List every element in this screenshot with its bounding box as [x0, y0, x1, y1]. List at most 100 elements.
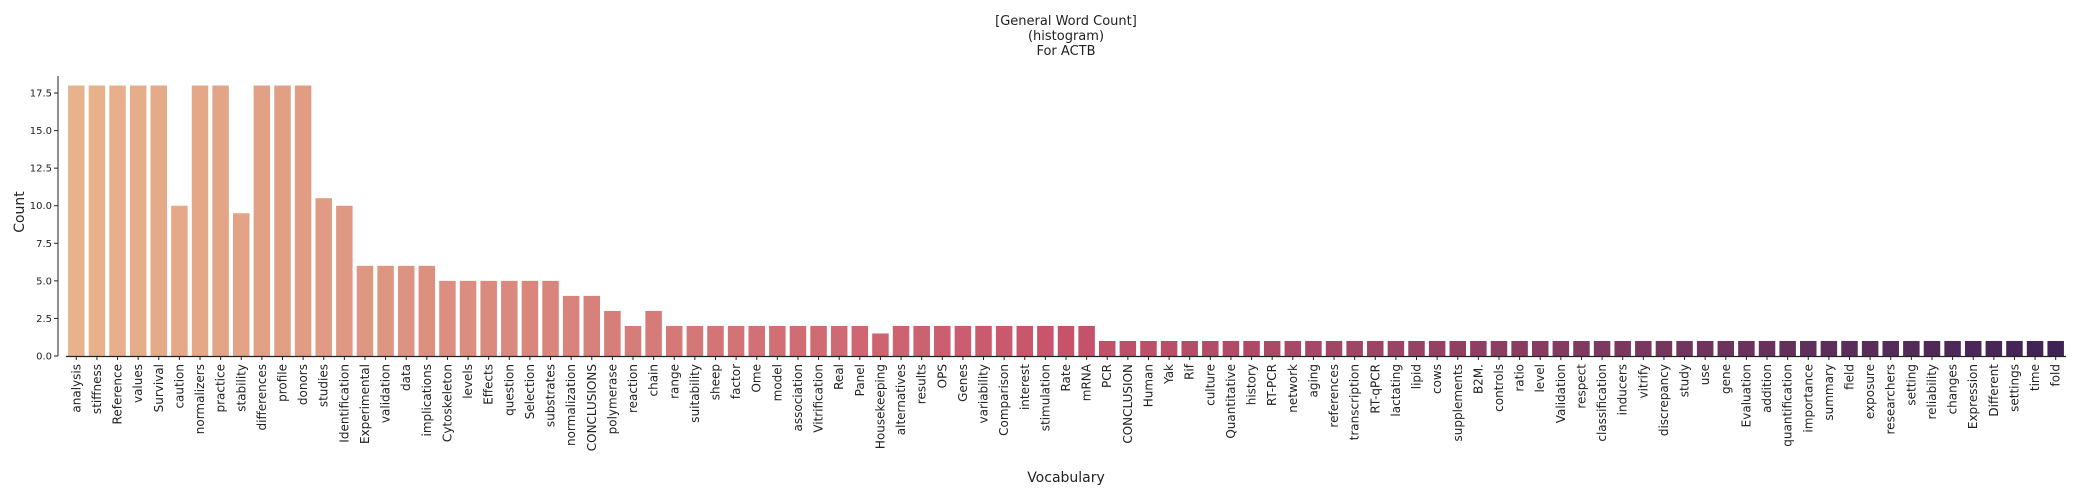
x-tick-label: profile	[275, 364, 289, 402]
x-tick-label: RT-PCR	[1265, 364, 1279, 406]
bar	[1222, 340, 1240, 356]
x-tick-label: Ome	[750, 364, 764, 393]
bar	[501, 280, 518, 356]
x-tick-label: Panel	[853, 364, 867, 396]
x-tick-label: use	[1698, 364, 1712, 385]
bar	[1367, 340, 1384, 356]
y-tick-label: 7.5	[36, 239, 52, 250]
bar	[1903, 340, 1920, 356]
x-tick-label: field	[1843, 364, 1857, 390]
bar	[975, 325, 992, 356]
x-tick-label: CONCLUSION	[1121, 364, 1135, 444]
x-tick-label: normalizers	[193, 364, 207, 434]
x-tick-label: Experimental	[358, 364, 372, 444]
x-tick-label: Survival	[152, 364, 166, 412]
x-tick-label: vitrify	[1636, 364, 1650, 399]
x-tick-label: Comparison	[997, 364, 1011, 436]
bar	[1428, 340, 1446, 356]
y-tick-label: 12.5	[30, 164, 52, 175]
bar	[171, 205, 188, 356]
x-tick-label: summary	[1822, 364, 1836, 421]
bar	[1181, 340, 1198, 356]
bar	[109, 85, 126, 356]
x-tick-label: stiffness	[90, 364, 104, 414]
plot-area	[68, 85, 2064, 356]
bar	[1160, 340, 1178, 356]
bar	[212, 85, 229, 356]
x-tick-label: inducers	[1616, 364, 1630, 415]
x-tick-label: polymerase	[605, 364, 619, 434]
x-tick-label: Vitrification	[812, 364, 826, 433]
bar	[604, 310, 621, 356]
bar	[1882, 340, 1899, 356]
bar	[1305, 340, 1322, 356]
bar	[1531, 340, 1549, 356]
bar	[480, 280, 497, 356]
x-tick-label: fold	[2049, 364, 2063, 387]
x-tick-label: lipid	[1410, 364, 1424, 389]
x-tick-label: OPS	[935, 364, 949, 388]
x-tick-label: transcription	[1348, 364, 1362, 440]
y-tick-label: 5.0	[36, 276, 52, 287]
bar	[1243, 340, 1260, 356]
x-tick-label: classification	[1595, 364, 1609, 442]
bar	[624, 325, 642, 356]
x-tick-label: B2M.	[1471, 364, 1485, 394]
bar	[913, 325, 930, 356]
bar	[1593, 340, 1611, 356]
x-tick-label: factor	[729, 364, 743, 399]
x-tick-label: question	[502, 364, 516, 416]
x-tick-label: Expression	[1966, 364, 1980, 429]
y-axis-label: Count	[12, 191, 28, 233]
y-tick-label: 17.5	[30, 89, 52, 100]
bar	[68, 85, 85, 356]
bar	[1078, 325, 1095, 356]
bar	[233, 213, 250, 356]
bar	[1016, 325, 1034, 356]
x-tick-label: model	[770, 364, 784, 401]
x-tick-label: implications	[420, 364, 434, 437]
bar	[748, 325, 765, 356]
bar	[150, 85, 168, 356]
chart-title-line: (histogram)	[1028, 29, 1104, 44]
x-tick-label: Housekeeping	[873, 364, 887, 449]
bar	[1387, 340, 1405, 356]
bar	[129, 85, 147, 356]
bar	[872, 333, 889, 356]
y-axis: 0.0 2.5 5.0 7.5 10.0 12.5 15.0 17.5	[30, 76, 59, 363]
x-tick-label: Rif	[1183, 363, 1197, 380]
x-tick-label: studies	[317, 364, 331, 407]
x-tick-label: reaction	[626, 364, 640, 413]
bar	[1944, 340, 1961, 356]
x-tick-label: cows	[1430, 364, 1444, 394]
bar	[439, 280, 456, 356]
bar	[1511, 340, 1528, 356]
bar	[418, 265, 436, 356]
y-tick-label: 15.0	[30, 126, 52, 137]
x-tick-label: stimulation	[1038, 364, 1052, 431]
x-tick-label: mRNA	[1080, 363, 1094, 401]
x-tick-label: Rate	[1059, 364, 1073, 392]
x-tick-label: Identification	[337, 364, 351, 443]
x-axis: analysis stiffness Reference values Survival…	[66, 355, 2066, 451]
y-tick-label: 2.5	[36, 314, 52, 325]
x-tick-label: settings	[2007, 364, 2021, 412]
x-tick-label: controls	[1492, 364, 1506, 412]
bar	[274, 85, 291, 356]
x-tick-label: suitability	[688, 364, 702, 423]
x-axis-label: Vocabulary	[1027, 470, 1105, 486]
bar	[1470, 340, 1487, 356]
bar	[1779, 340, 1796, 356]
x-tick-label: Reference	[111, 364, 125, 424]
x-tick-label: Real	[832, 364, 846, 390]
bar	[377, 265, 394, 356]
bar	[1119, 340, 1137, 356]
bar	[789, 325, 807, 356]
bar	[1263, 340, 1281, 356]
bar	[542, 280, 559, 356]
bar	[1573, 340, 1590, 356]
x-tick-label: exposure	[1863, 364, 1877, 419]
x-tick-label: gene	[1719, 364, 1733, 394]
x-tick-label: practice	[214, 364, 228, 413]
